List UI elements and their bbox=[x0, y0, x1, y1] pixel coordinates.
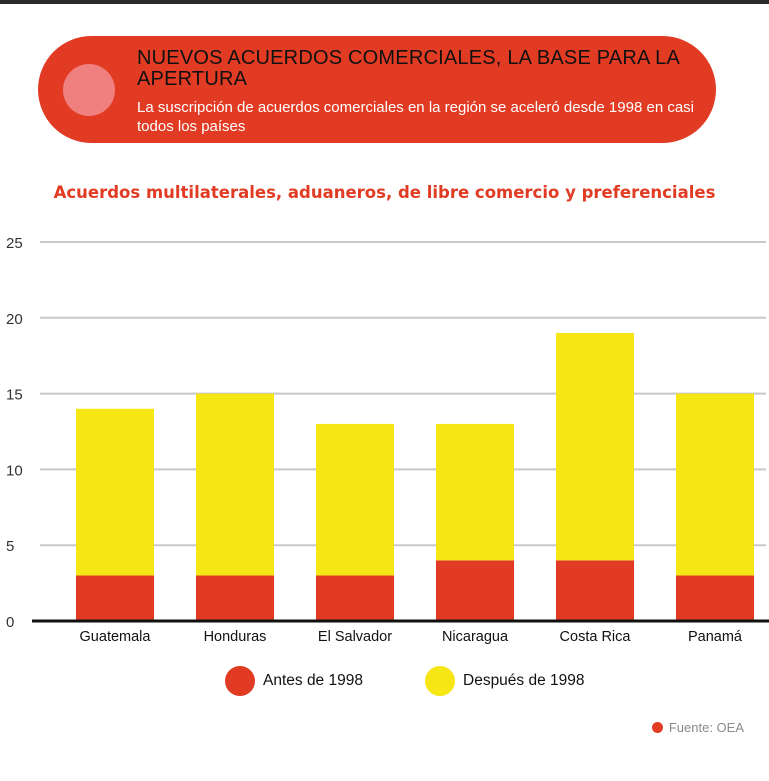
bar-after bbox=[316, 423, 394, 576]
bar-after bbox=[196, 393, 274, 576]
bar-before bbox=[196, 575, 274, 621]
legend-label-after: Después de 1998 bbox=[463, 672, 585, 689]
chart-title: Acuerdos multilaterales, aduaneros, de l… bbox=[53, 183, 716, 202]
y-tick-label: 0 bbox=[6, 614, 14, 631]
page-title: NUEVOS ACUERDOS COMERCIALES, LA BASE PAR… bbox=[137, 47, 679, 90]
x-tick-label: El Salvador bbox=[318, 629, 392, 645]
bar-before bbox=[316, 575, 394, 621]
legend-swatch-before bbox=[225, 666, 255, 696]
y-tick-label: 5 bbox=[6, 538, 14, 555]
y-tick-label: 20 bbox=[6, 311, 23, 328]
x-tick-label: Costa Rica bbox=[560, 629, 632, 645]
legend-label-before: Antes de 1998 bbox=[263, 672, 363, 689]
legend-item-before: Antes de 1998 bbox=[225, 665, 363, 697]
bar-before bbox=[76, 575, 154, 621]
header-banner: NUEVOS ACUERDOS COMERCIALES, LA BASE PAR… bbox=[38, 36, 716, 143]
x-tick-label: Guatemala bbox=[80, 629, 152, 645]
x-tick-label: Panamá bbox=[688, 629, 743, 645]
source-note: Fuente: OEA bbox=[651, 720, 744, 735]
bar-before bbox=[436, 560, 514, 621]
banner-circle-icon bbox=[63, 64, 115, 116]
source-dot-icon bbox=[651, 722, 663, 733]
bar-after bbox=[556, 332, 634, 561]
bar-before bbox=[556, 560, 634, 621]
legend-swatch-after bbox=[425, 666, 455, 696]
bar-after bbox=[436, 423, 514, 561]
bar-after bbox=[76, 408, 154, 576]
bar-before bbox=[676, 575, 754, 621]
source-label: Fuente: OEA bbox=[668, 720, 744, 735]
page-subtitle: La suscripción de acuerdos comerciales e… bbox=[137, 99, 694, 135]
top-border bbox=[0, 0, 769, 4]
legend-item-after: Después de 1998 bbox=[425, 665, 585, 697]
stacked-bar-chart: 0 5 10 15 20 25 Guatemala Honduras El Salvador Ni… bbox=[6, 235, 769, 645]
y-tick-label: 15 bbox=[6, 387, 23, 404]
x-tick-label: Nicaragua bbox=[442, 629, 509, 645]
x-tick-label: Honduras bbox=[204, 629, 267, 645]
y-tick-label: 25 bbox=[6, 235, 23, 252]
bar-after bbox=[676, 393, 754, 576]
y-tick-label: 10 bbox=[6, 462, 23, 479]
